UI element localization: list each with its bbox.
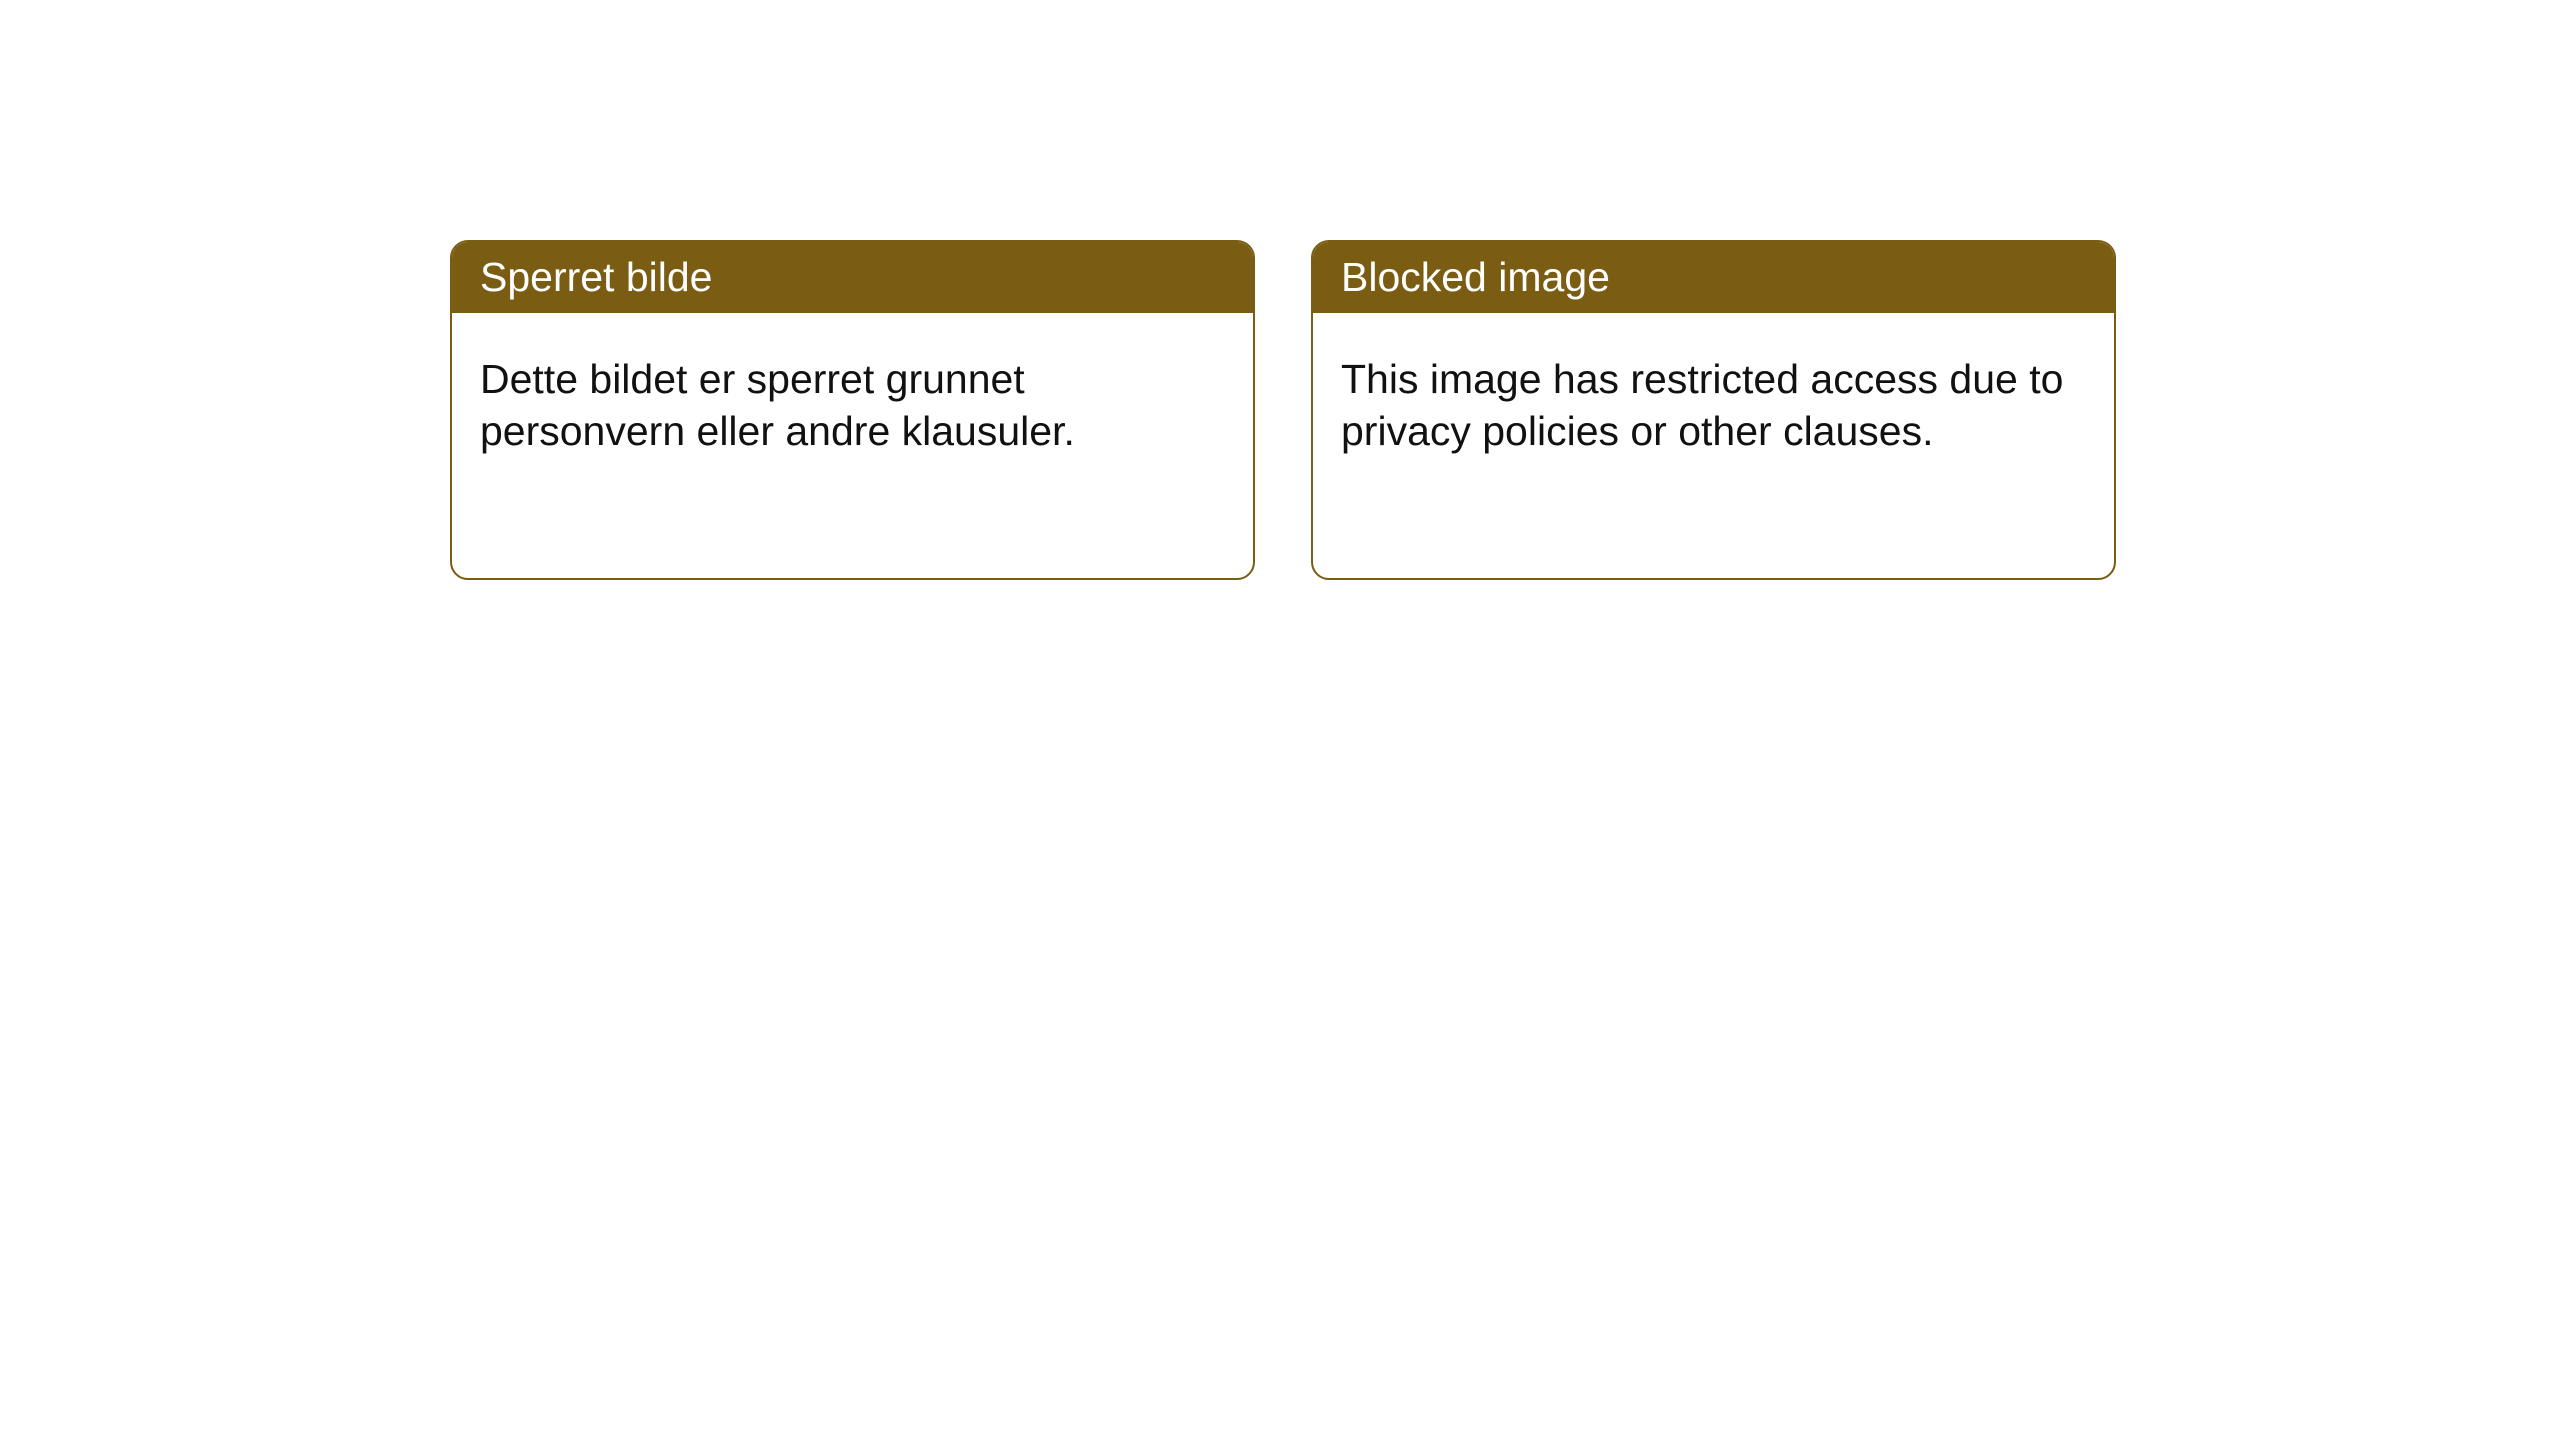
card-header-no: Sperret bilde	[452, 242, 1253, 313]
card-body-text-en: This image has restricted access due to …	[1341, 356, 2063, 454]
card-header-en: Blocked image	[1313, 242, 2114, 313]
blocked-image-card-en: Blocked image This image has restricted …	[1311, 240, 2116, 580]
card-body-no: Dette bildet er sperret grunnet personve…	[452, 313, 1253, 498]
blocked-image-card-no: Sperret bilde Dette bildet er sperret gr…	[450, 240, 1255, 580]
card-header-text-en: Blocked image	[1341, 254, 1610, 300]
card-header-text-no: Sperret bilde	[480, 254, 712, 300]
cards-container: Sperret bilde Dette bildet er sperret gr…	[450, 240, 2560, 580]
card-body-text-no: Dette bildet er sperret grunnet personve…	[480, 356, 1075, 454]
card-body-en: This image has restricted access due to …	[1313, 313, 2114, 498]
